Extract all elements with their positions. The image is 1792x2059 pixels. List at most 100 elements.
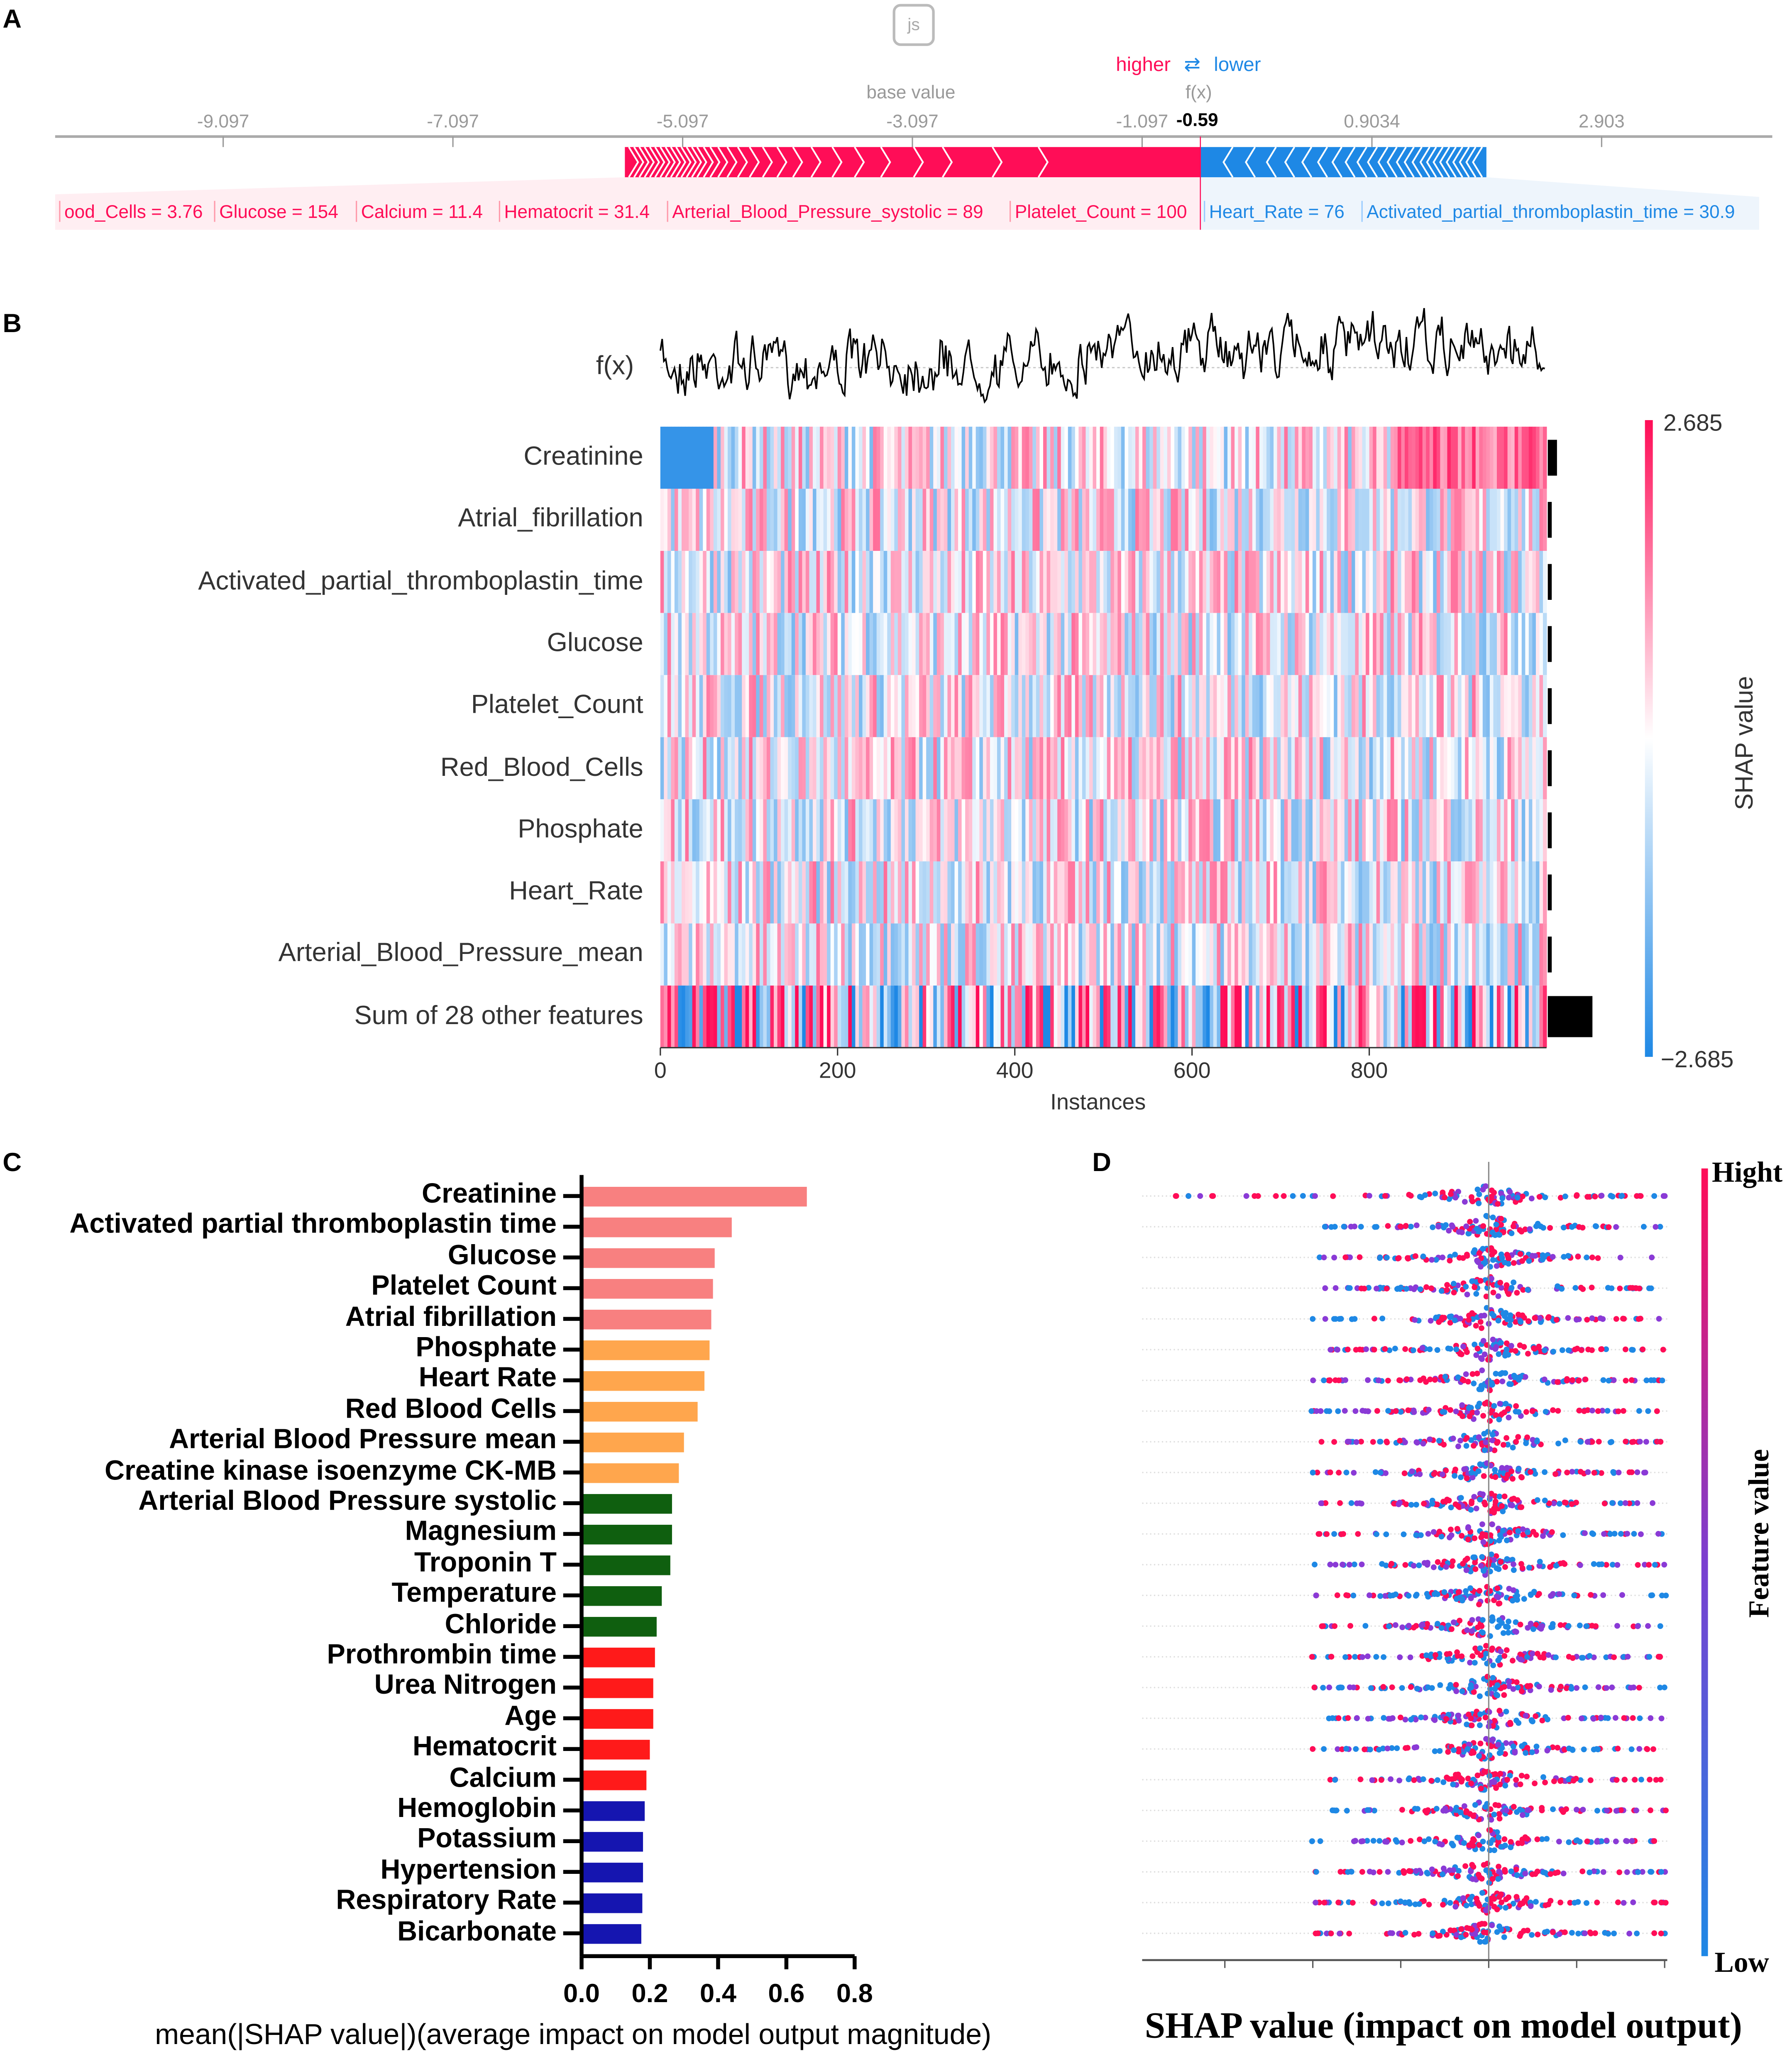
heatmap-cell — [851, 613, 856, 675]
shap-dot — [1657, 1623, 1663, 1629]
heatmap-cell — [894, 551, 898, 613]
heatmap-cell — [1380, 923, 1384, 986]
heatmap-cell — [1025, 426, 1029, 489]
heatmap-cell — [823, 489, 828, 551]
heatmap-cell — [1206, 489, 1210, 551]
heatmap-cell — [1443, 799, 1448, 861]
shap-dot — [1420, 1375, 1427, 1382]
shap-dot — [1611, 1377, 1617, 1383]
heatmap-cell — [1000, 675, 1005, 737]
heatmap-cell — [968, 489, 973, 551]
heatmap-cell — [706, 613, 711, 675]
shap-dot — [1478, 1652, 1484, 1658]
heatmap-cell — [724, 799, 728, 861]
bar-xlabel: mean(|SHAP value|)(average impact on mod… — [155, 2017, 992, 2051]
shap-dot — [1430, 1529, 1437, 1535]
heatmap-cell — [1543, 861, 1547, 924]
heatmap-cell — [1195, 799, 1200, 861]
heatmap-cell — [763, 613, 767, 675]
heatmap-cell — [1096, 923, 1100, 986]
heatmap-cell — [1220, 551, 1225, 613]
heatmap-cell — [1323, 985, 1327, 1048]
heatmap-cell — [1330, 426, 1335, 489]
heatmap-cell — [1046, 861, 1051, 924]
heatmap-cell — [1259, 426, 1264, 489]
heatmap-cell — [1270, 861, 1274, 924]
heatmap-cell — [1046, 923, 1051, 986]
shap-dot — [1463, 1588, 1469, 1594]
shap-dot — [1536, 1591, 1542, 1597]
heatmap-cell — [795, 426, 799, 489]
heatmap-cell — [1433, 861, 1437, 924]
shap-dot — [1430, 1224, 1436, 1230]
heatmap-cell — [1050, 737, 1054, 800]
heatmap-cell — [1482, 799, 1487, 861]
heatmap-cell — [1539, 985, 1543, 1048]
heatmap-cell — [766, 861, 771, 924]
heatmap-cell — [855, 551, 859, 613]
shap-dot — [1436, 1438, 1442, 1444]
heatmap-cell — [1408, 551, 1413, 613]
heatmap-cell — [1458, 675, 1462, 737]
beeswarm-row — [1322, 1213, 1663, 1238]
shap-dot — [1603, 1562, 1609, 1568]
shap-dot — [1331, 1531, 1337, 1537]
heatmap-cell — [1447, 426, 1451, 489]
heatmap-cell — [1419, 675, 1423, 737]
shap-dot — [1497, 1401, 1503, 1407]
heatmap-cell — [1543, 799, 1547, 861]
heatmap-cell — [802, 923, 806, 986]
heatmap-cell — [1213, 799, 1217, 861]
heatmap-cell — [1007, 985, 1012, 1048]
heatmap-cell — [720, 799, 725, 861]
heatmap-cell — [802, 861, 806, 924]
heatmap-cell — [1348, 923, 1352, 986]
heatmap-cell — [1142, 675, 1147, 737]
heatmap-cell — [972, 737, 976, 800]
shap-dot — [1507, 1721, 1513, 1727]
shap-dot — [1592, 1193, 1598, 1200]
heatmap-cell — [745, 985, 750, 1048]
heatmap-cell — [1256, 737, 1260, 800]
heatmap-cell — [958, 985, 962, 1048]
heatmap-cell — [742, 675, 746, 737]
heatmap-cell — [713, 985, 718, 1048]
heatmap-cell — [958, 489, 962, 551]
heatmap-cell — [883, 613, 888, 675]
heatmap-cell — [812, 799, 817, 861]
heatmap-cell — [1408, 613, 1413, 675]
heatmap-cell — [1139, 551, 1143, 613]
pos-chevron — [776, 147, 787, 178]
heatmap-cell — [1511, 613, 1515, 675]
heatmap-cell — [986, 426, 990, 489]
shap-dot — [1469, 1198, 1476, 1205]
shap-dot — [1379, 1316, 1386, 1322]
heatmap-cell — [997, 923, 1001, 986]
heatmap-cell — [1355, 985, 1359, 1048]
heatmap-cell — [1514, 985, 1519, 1048]
heatmap-cell — [1018, 426, 1022, 489]
shap-dot — [1496, 1232, 1503, 1238]
heatmap-cell — [1397, 613, 1402, 675]
heatmap-cell — [968, 923, 973, 986]
heatmap-cell — [738, 737, 743, 800]
heatmap-cell — [958, 613, 962, 675]
pos-chevron — [633, 147, 645, 178]
heatmap-cell — [1528, 737, 1533, 800]
shap-dot — [1464, 1253, 1470, 1259]
heatmap-cell — [1245, 489, 1249, 551]
heatmap-cell — [674, 426, 679, 489]
heatmap-cell — [1235, 737, 1239, 800]
heatmap-cell — [1412, 923, 1416, 986]
shap-dot — [1464, 1475, 1470, 1482]
heatmap-cell — [1064, 923, 1068, 986]
shap-dot — [1478, 1785, 1484, 1792]
heatmap-cell — [1068, 923, 1072, 986]
heatmap-cell — [1075, 551, 1079, 613]
shap-dot — [1598, 1346, 1604, 1352]
heatmap-cell — [1249, 551, 1253, 613]
heatmap-cell — [720, 985, 725, 1048]
heatmap-cell — [1412, 985, 1416, 1048]
shap-dot — [1378, 1777, 1384, 1783]
heatmap-cell — [1242, 426, 1246, 489]
